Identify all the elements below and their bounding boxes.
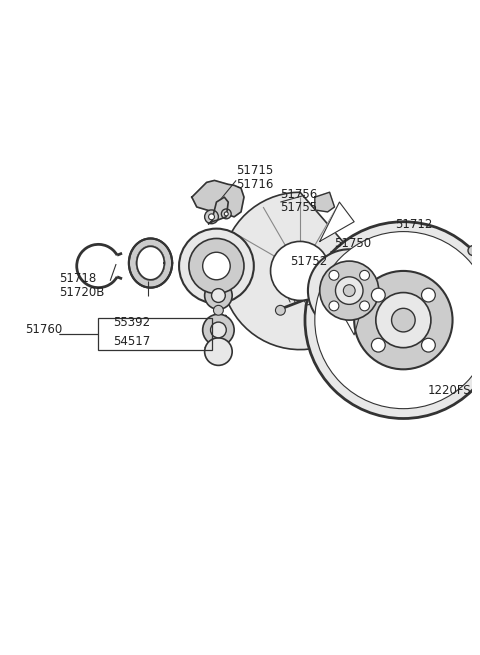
Circle shape bbox=[360, 301, 370, 311]
Circle shape bbox=[211, 322, 226, 338]
Circle shape bbox=[343, 285, 355, 297]
Text: 51716: 51716 bbox=[236, 178, 274, 191]
Circle shape bbox=[203, 314, 234, 346]
Circle shape bbox=[271, 242, 330, 301]
Polygon shape bbox=[199, 261, 236, 289]
Polygon shape bbox=[192, 180, 244, 217]
Circle shape bbox=[372, 288, 385, 302]
Polygon shape bbox=[129, 238, 172, 288]
Circle shape bbox=[214, 305, 223, 315]
Text: 51750: 51750 bbox=[335, 237, 372, 250]
Circle shape bbox=[320, 261, 379, 320]
Circle shape bbox=[315, 232, 480, 409]
Circle shape bbox=[204, 338, 232, 365]
Text: 51752: 51752 bbox=[290, 255, 327, 268]
Circle shape bbox=[204, 210, 218, 224]
Text: 51718: 51718 bbox=[59, 272, 96, 286]
Text: 51715: 51715 bbox=[236, 164, 274, 177]
Text: 51760: 51760 bbox=[25, 324, 63, 337]
Circle shape bbox=[305, 222, 480, 419]
Circle shape bbox=[329, 271, 339, 280]
Text: 55392: 55392 bbox=[113, 316, 150, 329]
Polygon shape bbox=[209, 197, 228, 224]
Text: 51756: 51756 bbox=[280, 188, 318, 200]
Circle shape bbox=[421, 338, 435, 352]
Polygon shape bbox=[221, 192, 379, 350]
Circle shape bbox=[276, 305, 285, 315]
Text: 54517: 54517 bbox=[113, 335, 150, 348]
Circle shape bbox=[308, 250, 391, 332]
Text: 51755: 51755 bbox=[280, 202, 317, 214]
Circle shape bbox=[204, 282, 232, 309]
Circle shape bbox=[329, 301, 339, 311]
Bar bbox=[98, 318, 212, 350]
Polygon shape bbox=[320, 202, 354, 242]
Polygon shape bbox=[330, 291, 364, 335]
Circle shape bbox=[468, 246, 478, 255]
Text: 51720B: 51720B bbox=[59, 286, 105, 299]
Circle shape bbox=[336, 277, 363, 305]
Polygon shape bbox=[137, 246, 164, 280]
Circle shape bbox=[421, 288, 435, 302]
Circle shape bbox=[372, 338, 385, 352]
Circle shape bbox=[212, 289, 225, 303]
Text: 1220FS: 1220FS bbox=[428, 384, 471, 398]
Circle shape bbox=[189, 238, 244, 293]
Circle shape bbox=[221, 209, 231, 219]
Circle shape bbox=[360, 271, 370, 280]
Circle shape bbox=[392, 309, 415, 332]
Circle shape bbox=[209, 214, 215, 220]
Circle shape bbox=[203, 252, 230, 280]
Circle shape bbox=[376, 293, 431, 348]
Circle shape bbox=[224, 212, 228, 216]
Circle shape bbox=[354, 271, 453, 369]
Polygon shape bbox=[315, 192, 335, 212]
Circle shape bbox=[179, 229, 254, 303]
Text: 51712: 51712 bbox=[396, 218, 433, 231]
